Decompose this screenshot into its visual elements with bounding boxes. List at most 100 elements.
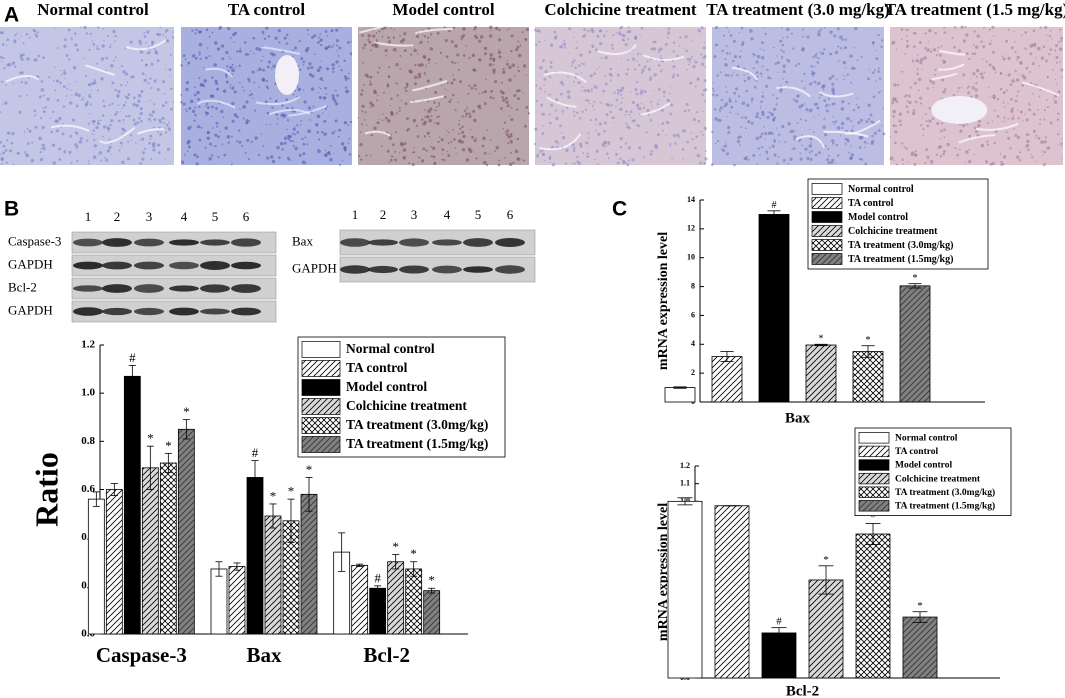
legend-swatch: [301, 379, 341, 396]
y-axis-label: mRNA expression level: [656, 232, 671, 370]
image-label: TA treatment (3.0 mg/kg): [706, 0, 890, 19]
error-bar: [908, 283, 922, 289]
legend-label: Normal control: [895, 433, 958, 443]
legend-label: Normal control: [346, 341, 435, 356]
legend-swatch: [301, 398, 341, 415]
significance-marker: *: [913, 273, 918, 284]
significance-marker: *: [270, 488, 277, 503]
legend-swatch: [301, 341, 341, 358]
y-axis-label: Ratio: [28, 452, 64, 527]
bar: [228, 566, 246, 635]
error-bar: [673, 386, 687, 389]
blot-strip: [339, 256, 536, 283]
error-bar: [251, 460, 259, 495]
bar: [141, 467, 159, 635]
error-bar: [814, 343, 828, 347]
y-tick-label: 1.1: [680, 478, 690, 487]
error-bar: [720, 351, 734, 363]
significance-marker: *: [428, 573, 435, 588]
error-bar: [215, 561, 223, 577]
lane-number: 4: [181, 209, 188, 224]
error-bar: [110, 483, 118, 496]
blot-strip: [71, 254, 277, 277]
bar: [423, 590, 441, 635]
bar: [714, 505, 750, 679]
legend-label: TA treatment (3.0mg/kg): [895, 487, 995, 498]
y-tick-label: 10: [687, 253, 695, 262]
error-bar: [767, 210, 781, 219]
blot-label: GAPDH: [8, 256, 53, 271]
lane-number: 6: [507, 207, 514, 222]
x-axis-label: Bax: [785, 410, 811, 426]
lane-number: 3: [411, 207, 418, 222]
y-axis-label: mRNA expression level: [656, 503, 671, 641]
error-bar: [818, 565, 834, 595]
legend-label: TA control: [848, 198, 894, 209]
legend-label: Colchicine treatment: [848, 226, 938, 237]
error-bar: [912, 611, 928, 623]
legend-swatch: [858, 445, 890, 458]
blot-label: Bax: [292, 233, 313, 248]
significance-marker: *: [866, 335, 871, 346]
histology-image: [357, 19, 530, 167]
significance-marker: *: [917, 600, 923, 612]
legend-label: TA treatment (1.5mg/kg): [895, 500, 995, 511]
significance-marker: *: [183, 404, 190, 419]
significance-marker: *: [870, 511, 876, 523]
legend-label: Model control: [346, 379, 427, 394]
bar: [105, 489, 123, 635]
legend-swatch: [858, 500, 890, 512]
bar: [902, 616, 938, 679]
significance-marker: #: [374, 570, 381, 585]
error-bar: [164, 452, 172, 474]
error-bar: [861, 345, 875, 358]
bar: [264, 515, 282, 635]
bar: [664, 387, 696, 403]
bar: [761, 632, 797, 679]
lane-number: 6: [243, 209, 250, 224]
legend-label: Colchicine treatment: [346, 398, 467, 413]
lane-number: 1: [85, 209, 92, 224]
bar: [805, 344, 837, 403]
x-tick-label: Bcl-2: [363, 643, 410, 667]
bar: [210, 568, 228, 635]
bar: [351, 564, 369, 635]
error-bar: [305, 477, 313, 512]
panel-label: A: [4, 4, 19, 27]
image-label: Model control: [392, 0, 494, 19]
histology-image: [710, 26, 886, 167]
blot-label: Bcl-2: [8, 279, 37, 294]
lane-number: 4: [444, 207, 451, 222]
legend-swatch: [811, 225, 843, 237]
bar: [300, 493, 318, 635]
y-tick-label: 4: [691, 339, 695, 348]
histology-image: [533, 25, 708, 167]
lane-number: 2: [114, 209, 121, 224]
bar: [855, 533, 891, 679]
error-bar: [338, 532, 346, 572]
error-bar: [410, 561, 418, 577]
legend-label: TA treatment (1.5mg/kg): [346, 436, 488, 451]
bar: [123, 375, 141, 635]
bar: [758, 214, 790, 403]
significance-marker: #: [129, 350, 136, 365]
y-tick-label: 12: [687, 224, 695, 233]
legend-label: TA control: [346, 360, 408, 375]
lane-number: 5: [475, 207, 482, 222]
error-bar: [771, 627, 787, 639]
legend-label: TA treatment (3.0mg/kg): [346, 417, 488, 432]
error-bar: [233, 562, 241, 571]
bar: [405, 568, 423, 635]
significance-marker: #: [772, 200, 777, 211]
blot-label: GAPDH: [292, 260, 337, 275]
bar: [852, 351, 884, 403]
image-label: Normal control: [37, 0, 149, 19]
bar: [387, 561, 405, 635]
error-bar: [428, 587, 436, 594]
blot-strip: [71, 277, 277, 300]
error-bar: [865, 523, 881, 546]
significance-marker: *: [165, 438, 172, 453]
error-bar: [269, 503, 277, 529]
bar: [246, 477, 264, 635]
lane-number: 2: [380, 207, 387, 222]
